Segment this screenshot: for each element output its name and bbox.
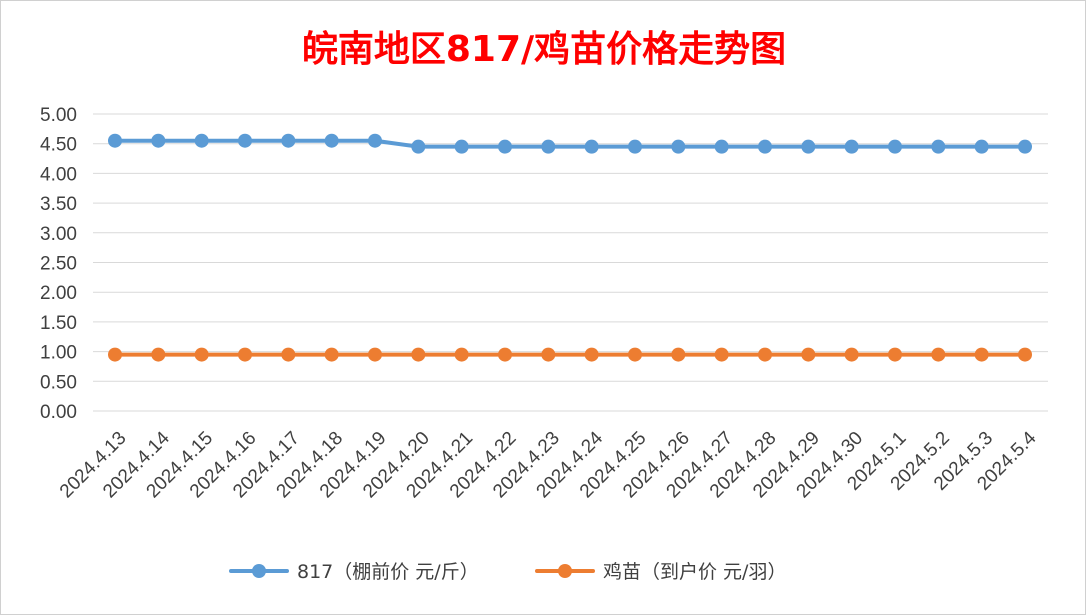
y-tick-label: 1.00 bbox=[40, 343, 77, 364]
series-lines bbox=[108, 133, 1032, 362]
data-point bbox=[1018, 139, 1032, 154]
data-point bbox=[108, 133, 122, 148]
legend-swatch-marker bbox=[252, 564, 266, 578]
data-point bbox=[368, 347, 382, 362]
data-point bbox=[801, 139, 816, 154]
y-tick-label: 2.50 bbox=[40, 254, 77, 275]
data-point bbox=[584, 139, 599, 154]
data-point bbox=[324, 347, 339, 362]
y-axis-ticks: 0.00 0.50 1.00 1.50 2.00 2.50 3.00 3.50 4.00 4.50… bbox=[40, 105, 77, 423]
y-tick-label: 3.50 bbox=[40, 194, 77, 215]
data-point bbox=[974, 347, 989, 362]
legend-label: 817（棚前价 元/斤） bbox=[297, 561, 479, 583]
data-point bbox=[454, 139, 469, 154]
data-point bbox=[238, 133, 252, 148]
data-point bbox=[281, 347, 296, 362]
legend-entry: 鸡苗（到户价 元/羽） bbox=[535, 561, 786, 583]
data-point bbox=[498, 347, 512, 362]
data-point bbox=[974, 139, 989, 154]
y-tick-label: 4.50 bbox=[40, 135, 77, 156]
data-point bbox=[541, 347, 556, 362]
series-line bbox=[113, 138, 1027, 149]
legend-swatch-marker bbox=[558, 564, 572, 578]
data-point bbox=[931, 347, 946, 362]
data-point bbox=[194, 347, 209, 362]
data-point bbox=[844, 347, 859, 362]
data-point bbox=[151, 347, 166, 362]
data-point bbox=[238, 347, 252, 362]
legend-label: 鸡苗（到户价 元/羽） bbox=[603, 561, 786, 583]
data-point bbox=[411, 347, 426, 362]
chart-title: 皖南地区817/鸡苗价格走势图 bbox=[302, 29, 786, 70]
data-point bbox=[194, 133, 209, 148]
data-point bbox=[888, 139, 902, 154]
data-point bbox=[888, 347, 902, 362]
y-tick-label: 5.00 bbox=[40, 105, 77, 126]
data-point bbox=[281, 133, 296, 148]
data-point bbox=[324, 133, 339, 148]
data-point bbox=[671, 347, 686, 362]
data-point bbox=[758, 139, 772, 154]
y-tick-label: 2.00 bbox=[40, 283, 77, 304]
data-point bbox=[411, 139, 426, 154]
data-point bbox=[671, 139, 686, 154]
data-point bbox=[628, 347, 642, 362]
y-tick-label: 4.00 bbox=[40, 164, 77, 185]
grid-lines bbox=[93, 113, 1048, 412]
data-point bbox=[368, 133, 382, 148]
data-point bbox=[714, 139, 729, 154]
data-point bbox=[931, 139, 946, 154]
data-point bbox=[758, 347, 772, 362]
data-point bbox=[498, 139, 512, 154]
y-tick-label: 3.00 bbox=[40, 224, 77, 245]
series-1 bbox=[108, 347, 1032, 362]
y-tick-label: 0.00 bbox=[40, 402, 77, 423]
data-point bbox=[628, 139, 642, 154]
data-point bbox=[714, 347, 729, 362]
y-tick-label: 1.50 bbox=[40, 313, 77, 334]
data-point bbox=[584, 347, 599, 362]
data-point bbox=[844, 139, 859, 154]
x-axis-ticks: 2024.4.132024.4.142024.4.152024.4.162024… bbox=[56, 427, 1041, 502]
legend: 817（棚前价 元/斤） 鸡苗（到户价 元/羽） bbox=[229, 561, 786, 583]
y-tick-label: 0.50 bbox=[40, 372, 77, 393]
data-point bbox=[1018, 347, 1032, 362]
data-point bbox=[151, 133, 166, 148]
data-point bbox=[108, 347, 122, 362]
series-0 bbox=[108, 133, 1032, 154]
data-point bbox=[801, 347, 816, 362]
data-point bbox=[454, 347, 469, 362]
data-point bbox=[541, 139, 556, 154]
legend-entry: 817（棚前价 元/斤） bbox=[229, 561, 479, 583]
